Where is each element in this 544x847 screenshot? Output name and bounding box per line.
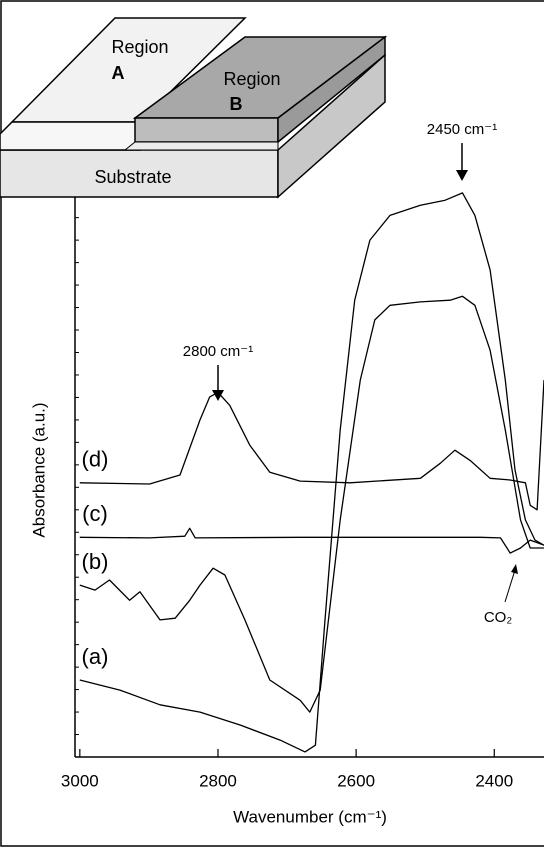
annotation-arrow	[504, 569, 516, 603]
series-label: (d)	[82, 447, 109, 472]
x-tick-label: 3000	[61, 771, 99, 790]
region-b-side	[277, 35, 386, 144]
substrate-front	[0, 149, 279, 198]
annotation-arrowhead	[212, 390, 224, 401]
substrate-side	[277, 53, 386, 199]
series-label: (a)	[82, 644, 109, 669]
inset-label: A	[112, 63, 125, 83]
inset-label: B	[230, 94, 243, 114]
spectrum-line	[79, 192, 544, 753]
series-label: (c)	[82, 501, 108, 526]
region-b-front	[134, 117, 279, 143]
annotation-arrowhead	[511, 564, 518, 574]
x-axis-label: Wavenumber (cm⁻¹)	[233, 807, 387, 826]
spectrum-line	[79, 379, 544, 511]
annotation: 2800 cm⁻¹	[183, 343, 253, 360]
inset-label: Region	[111, 37, 168, 57]
x-tick-label: 2400	[475, 771, 513, 790]
spectrum-line	[79, 527, 544, 554]
inset: Region A Region B Substrate	[0, 17, 388, 199]
inset-label: Region	[223, 69, 280, 89]
substrate-top	[123, 141, 279, 151]
series-label: (b)	[82, 549, 109, 574]
spectrum-line	[79, 295, 544, 713]
annotation: CO₂	[484, 609, 513, 626]
y-axis-label: Absorbance (a.u.)	[29, 402, 48, 537]
annotation: 2450 cm⁻¹	[427, 121, 497, 138]
region-a-front	[0, 121, 141, 151]
plot: 3000 2800 2600 2400 (d) (c) (b) (a)	[61, 139, 544, 790]
x-tick-label: 2600	[337, 771, 375, 790]
annotation-arrowhead	[456, 170, 468, 181]
x-tick-label: 2800	[199, 771, 237, 790]
inset-label: Substrate	[94, 167, 171, 187]
